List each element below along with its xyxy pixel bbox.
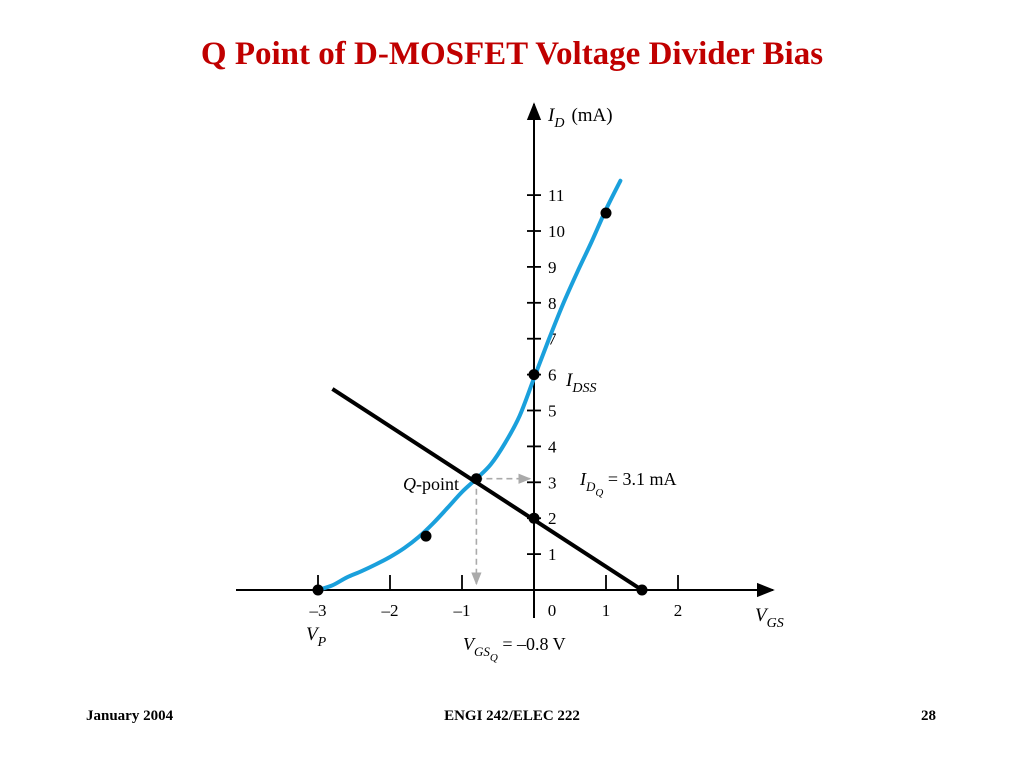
idss-label: IDSS: [565, 370, 596, 396]
q-point-label: Q-point: [403, 474, 459, 494]
y-axis-title: ID (mA): [547, 105, 613, 131]
y-tick-label: 1: [548, 545, 557, 564]
y-tick-label: 4: [548, 437, 557, 456]
footer-page-number: 28: [921, 708, 936, 724]
vgsq-label: VGSQ = –0.8 V: [463, 634, 566, 664]
x-tick-label: 1: [602, 601, 611, 620]
series: [316, 178, 644, 592]
vp-label: VP: [306, 624, 327, 650]
x-tick-label: –1: [453, 601, 471, 620]
x-tick-label: –3: [309, 601, 327, 620]
ticks: 1 2 3 4 5 6 7 8 9 10 11 –3 –2 –1 0 1 2: [309, 186, 683, 620]
y-tick-label: 9: [548, 258, 557, 277]
x-tick-label: 2: [674, 601, 683, 620]
y-tick-label: 11: [548, 186, 564, 205]
axes: [236, 102, 775, 618]
q-point-marker: [470, 473, 482, 485]
data-point: [420, 530, 432, 542]
transfer-curve: [316, 178, 623, 592]
y-tick-label: 6: [548, 366, 557, 385]
bias-line: [331, 387, 644, 592]
projection-lines: [471, 473, 532, 586]
idss-marker: [528, 369, 540, 381]
x-tick-label: 0: [548, 601, 557, 620]
data-points: [312, 207, 648, 596]
footer-date: January 2004: [86, 708, 174, 724]
y-tick-label: 8: [548, 294, 557, 313]
y-tick-label: 3: [548, 473, 557, 492]
y-tick-label: 10: [548, 222, 565, 241]
idq-label: IDQ = 3.1 mA: [579, 469, 677, 499]
x-tick-label: –2: [381, 601, 399, 620]
x-axis-title: VGS: [755, 605, 784, 631]
bias-intercept-marker: [636, 584, 648, 596]
y-tick-label: 7: [548, 330, 557, 349]
pinch-off-marker: [312, 584, 324, 596]
data-point: [528, 512, 540, 524]
y-tick-label: 5: [548, 402, 557, 421]
y-tick-label: 2: [548, 509, 557, 528]
footer-course: ENGI 242/ELEC 222: [444, 708, 580, 724]
slide-title: Q Point of D-MOSFET Voltage Divider Bias: [200, 36, 824, 72]
data-point: [600, 207, 612, 219]
